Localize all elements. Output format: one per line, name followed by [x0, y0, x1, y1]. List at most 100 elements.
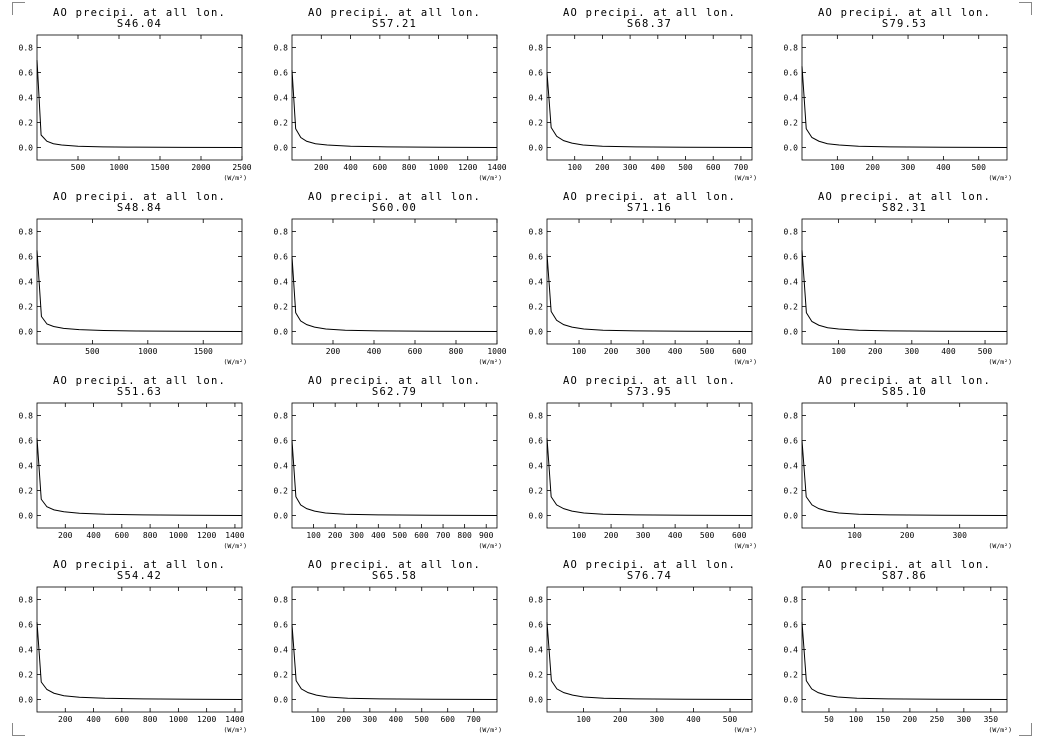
x-tick-label: 1400 — [487, 163, 506, 172]
panel-subtitle: S76.74 — [627, 570, 672, 582]
x-tick-label: 350 — [984, 715, 999, 724]
panel-title: AO precipi. at all lon. — [563, 375, 736, 387]
y-tick-label: 0.0 — [784, 512, 799, 521]
chart-panel-14: AO precipi. at all lon.S65.58 0.0 0.2 0.4 0.… — [274, 559, 502, 734]
y-tick-label: 0.8 — [529, 412, 544, 421]
x-tick-label: 500 — [678, 163, 693, 172]
y-tick-label: 0.6 — [274, 437, 289, 446]
panel-title: AO precipi. at all lon. — [53, 375, 226, 387]
plot-frame — [546, 402, 753, 529]
crop-mark-top-left — [12, 2, 25, 15]
y-tick-label: 0.4 — [274, 94, 289, 103]
y-tick-label: 0.4 — [19, 94, 34, 103]
panel-title: AO precipi. at all lon. — [308, 559, 481, 571]
x-tick-label: 500 — [700, 347, 715, 356]
x-unit-label: (W/m²) — [479, 174, 502, 182]
series-line — [801, 66, 1008, 148]
y-tick-label: 0.0 — [19, 328, 34, 337]
x-tick-label: 500 — [971, 163, 986, 172]
x-tick-label: 600 — [732, 531, 747, 540]
y-tick-label: 0.4 — [19, 278, 34, 287]
chart-panel-12: AO precipi. at all lon.S85.10 0.0 0.2 0.4 0.… — [784, 375, 1012, 550]
series-line — [801, 250, 1008, 332]
panel-subtitle: S71.16 — [627, 202, 672, 214]
plot-frame — [291, 586, 498, 713]
x-unit-label: (W/m²) — [224, 542, 247, 550]
y-tick-label: 0.2 — [784, 671, 799, 680]
y-tick-label: 0.6 — [529, 253, 544, 262]
chart-panel-16: AO precipi. at all lon.S87.86 0.0 0.2 0.4 0.… — [784, 559, 1012, 734]
panel-subtitle: S57.21 — [372, 18, 417, 30]
plot-frame — [801, 218, 1008, 345]
y-tick-label: 0.2 — [19, 671, 34, 680]
plot-frame — [291, 34, 498, 161]
y-tick-label: 0.6 — [19, 437, 34, 446]
plot-frame — [36, 586, 243, 713]
x-tick-label: 800 — [143, 531, 158, 540]
x-tick-label: 200 — [595, 163, 610, 172]
x-unit-label: (W/m²) — [734, 726, 757, 734]
panel-subtitle: S68.37 — [627, 18, 672, 30]
chart-panel-1: AO precipi. at all lon.S46.04 0.0 0.2 0.4 0.… — [19, 7, 252, 182]
panel-title: AO precipi. at all lon. — [53, 559, 226, 571]
chart-panel-15: AO precipi. at all lon.S76.74 0.0 0.2 0.4 0.… — [529, 559, 757, 734]
y-tick-label: 0.0 — [529, 144, 544, 153]
chart-panel-7: AO precipi. at all lon.S71.16 0.0 0.2 0.4 0.… — [529, 191, 757, 366]
y-tick-label: 0.4 — [784, 278, 799, 287]
crop-mark-bottom-left — [12, 723, 25, 736]
panel-subtitle: S87.86 — [882, 570, 927, 582]
y-tick-label: 0.0 — [784, 328, 799, 337]
series-line — [291, 440, 498, 516]
series-line — [801, 621, 1008, 700]
x-tick-label: 1200 — [197, 531, 216, 540]
chart-panel-10: AO precipi. at all lon.S62.79 0.0 0.2 0.4 0.… — [274, 375, 502, 550]
plot-frame — [801, 34, 1008, 161]
x-tick-label: 600 — [414, 531, 429, 540]
series-line — [36, 437, 243, 516]
series-line — [546, 72, 753, 148]
y-tick-label: 0.6 — [529, 621, 544, 630]
y-tick-label: 0.2 — [529, 487, 544, 496]
x-tick-label: 400 — [371, 531, 386, 540]
x-tick-label: 100 — [576, 715, 591, 724]
plot-frame — [546, 586, 753, 713]
y-tick-label: 0.6 — [784, 69, 799, 78]
panel-title: AO precipi. at all lon. — [818, 191, 991, 203]
x-unit-label: (W/m²) — [479, 358, 502, 366]
x-tick-label: 400 — [686, 715, 701, 724]
x-unit-label: (W/m²) — [224, 174, 247, 182]
x-tick-label: 600 — [373, 163, 388, 172]
x-tick-label: 200 — [613, 715, 628, 724]
y-tick-label: 0.2 — [274, 671, 289, 680]
x-tick-label: 1000 — [169, 531, 188, 540]
y-tick-label: 0.4 — [529, 94, 544, 103]
y-tick-label: 0.0 — [529, 328, 544, 337]
crop-mark-top-right — [1019, 2, 1032, 15]
series-line — [291, 624, 498, 700]
x-tick-label: 500 — [85, 347, 100, 356]
plot-frame — [546, 34, 753, 161]
x-unit-label: (W/m²) — [224, 358, 247, 366]
y-tick-label: 0.0 — [19, 512, 34, 521]
x-tick-label: 200 — [604, 531, 619, 540]
panel-subtitle: S65.58 — [372, 570, 417, 582]
series-line — [36, 621, 243, 700]
chart-panel-11: AO precipi. at all lon.S73.95 0.0 0.2 0.4 0.… — [529, 375, 757, 550]
y-tick-label: 0.6 — [784, 437, 799, 446]
x-tick-label: 1200 — [197, 715, 216, 724]
panel-subtitle: S54.42 — [117, 570, 162, 582]
series-line — [546, 621, 753, 700]
x-tick-label: 400 — [86, 531, 101, 540]
x-unit-label: (W/m²) — [734, 542, 757, 550]
series-line — [36, 59, 243, 148]
x-tick-label: 700 — [436, 531, 451, 540]
x-tick-label: 500 — [978, 347, 993, 356]
panel-subtitle: S48.84 — [117, 202, 162, 214]
y-tick-label: 0.0 — [274, 512, 289, 521]
series-line — [546, 437, 753, 516]
x-tick-label: 300 — [363, 715, 378, 724]
plot-frame — [546, 218, 753, 345]
y-tick-label: 0.0 — [274, 696, 289, 705]
y-tick-label: 0.4 — [274, 646, 289, 655]
